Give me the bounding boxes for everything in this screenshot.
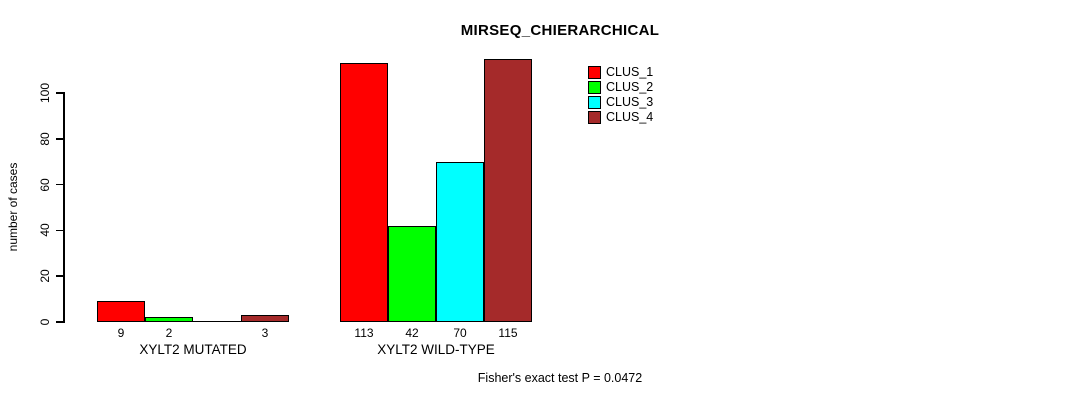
y-axis-tick <box>56 183 64 186</box>
legend-item: CLUS_3 <box>588 95 653 110</box>
y-tick-label: 60 <box>38 177 52 192</box>
bar-clus-2 <box>145 317 193 322</box>
legend-label: CLUS_2 <box>606 80 654 94</box>
bar-value-label: 115 <box>498 326 518 340</box>
bar-clus-4 <box>241 315 289 322</box>
legend-swatch-clus-2 <box>588 81 601 94</box>
y-axis-label: number of cases <box>6 162 20 252</box>
y-axis-tick <box>56 275 64 277</box>
bar-clus-2 <box>388 226 436 322</box>
bar-value-label: 113 <box>354 326 374 340</box>
legend-swatch-clus-4 <box>588 111 601 124</box>
bar-clus-3 <box>436 162 484 322</box>
legend-label: CLUS_3 <box>606 95 654 109</box>
y-axis-tick <box>56 92 64 94</box>
y-tick-label: 20 <box>38 269 52 283</box>
legend: CLUS_1 CLUS_2 CLUS_3 CLUS_4 <box>588 65 653 125</box>
y-axis-tick <box>56 321 64 323</box>
legend-swatch-clus-3 <box>588 96 601 109</box>
legend-label: CLUS_1 <box>606 65 654 79</box>
bar-clus-1 <box>340 63 388 322</box>
y-tick-label: 0 <box>38 318 52 326</box>
legend-item: CLUS_4 <box>588 110 653 125</box>
legend-item: CLUS_1 <box>588 65 653 80</box>
legend-swatch-clus-1 <box>588 66 601 79</box>
bar-clus-1 <box>97 301 145 322</box>
annotation-text: Fisher's exact test P = 0.0472 <box>477 371 643 385</box>
bar-clus-3-zero <box>193 320 241 322</box>
y-axis-tick <box>56 138 64 140</box>
legend-item: CLUS_2 <box>588 80 653 95</box>
bar-value-label: 2 <box>165 326 173 340</box>
y-tick-label: 40 <box>38 223 52 238</box>
y-axis-tick <box>56 229 64 232</box>
y-tick-label: 100 <box>38 82 52 104</box>
y-tick-label: 80 <box>38 132 52 146</box>
bar-value-label: 9 <box>117 326 125 340</box>
bar-value-label: 3 <box>261 326 269 340</box>
group-label: XYLT2 MUTATED <box>139 342 247 357</box>
group-label: XYLT2 WILD-TYPE <box>377 342 495 357</box>
y-axis-line <box>63 92 65 323</box>
chart-title: MIRSEQ_CHIERARCHICAL <box>460 22 660 39</box>
bar-value-label: 42 <box>405 326 419 340</box>
bar-clus-4 <box>484 59 532 322</box>
legend-label: CLUS_4 <box>606 110 654 124</box>
bar-value-label: 70 <box>453 326 467 340</box>
